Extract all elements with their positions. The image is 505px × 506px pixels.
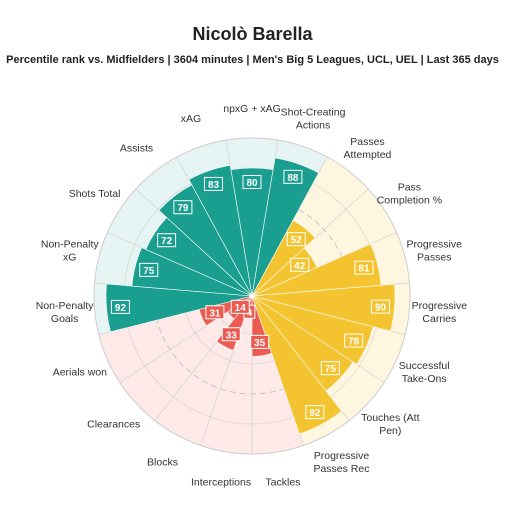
- value-label: 81: [358, 264, 370, 275]
- value-badge: [230, 299, 250, 314]
- chart-subtitle: Percentile rank vs. Midfielders | 3604 m…: [6, 54, 499, 66]
- value-label: 90: [375, 303, 387, 314]
- value-badge: [283, 169, 303, 184]
- category-label: Tackles: [265, 476, 300, 488]
- category-label: npxG + xAG: [223, 103, 280, 115]
- value-label: 72: [161, 236, 173, 247]
- value-badge: [320, 361, 340, 376]
- category-label: Successful Take-Ons: [399, 360, 450, 385]
- category-label: Progressive Carries: [412, 300, 468, 325]
- value-label: 33: [226, 330, 238, 341]
- value-label: 75: [325, 364, 337, 375]
- value-label: 75: [143, 266, 155, 277]
- value-badge: [290, 257, 310, 272]
- category-label: Shots Total: [69, 188, 121, 200]
- category-label: Non-Penalty Goals: [36, 300, 95, 325]
- category-label: Assists: [120, 143, 153, 155]
- value-label: 78: [348, 337, 360, 348]
- value-label: 88: [287, 173, 299, 184]
- value-badge: [110, 299, 130, 314]
- category-label: Pass Completion %: [377, 182, 442, 207]
- value-badge: [139, 262, 159, 277]
- value-label: 31: [209, 308, 221, 319]
- value-label: 14: [235, 303, 247, 314]
- value-badge: [371, 299, 391, 314]
- value-label: 92: [309, 408, 321, 419]
- value-badge: [221, 327, 241, 342]
- value-badge: [250, 334, 270, 349]
- category-label: Interceptions: [191, 476, 251, 488]
- value-label: 92: [115, 303, 127, 314]
- category-label: Aerials won: [53, 367, 107, 379]
- value-bar: [188, 164, 253, 297]
- value-badge: [242, 175, 262, 189]
- value-badge: [286, 232, 306, 247]
- value-label: 83: [208, 180, 220, 191]
- value-badge: [157, 233, 177, 248]
- value-label: 52: [291, 235, 303, 246]
- value-badge: [204, 176, 224, 191]
- category-label: Touches (Att Pen): [361, 412, 419, 437]
- category-label: Progressive Passes: [407, 238, 463, 263]
- outer-ring: [93, 137, 411, 455]
- value-badge: [173, 200, 193, 215]
- value-label: 79: [177, 203, 189, 214]
- category-label: Progressive Passes Rec: [313, 450, 369, 475]
- value-label: 80: [246, 178, 258, 189]
- category-label: Blocks: [147, 456, 178, 468]
- chart-title: Nicolò Barella: [192, 24, 313, 44]
- category-label: Shot-Creating Actions: [281, 107, 346, 132]
- value-bar: [251, 295, 343, 435]
- category-label: Passes Attempted: [344, 136, 392, 161]
- category-label: Clearances: [87, 418, 140, 430]
- value-badge: [354, 260, 374, 275]
- category-label: xAG: [181, 113, 201, 125]
- value-label: 35: [254, 338, 266, 349]
- value-badge: [305, 405, 325, 420]
- value-badge: [344, 333, 364, 348]
- value-label: 42: [294, 261, 306, 272]
- category-label: Non-Penalty xG: [41, 238, 100, 263]
- value-badge: [205, 305, 225, 320]
